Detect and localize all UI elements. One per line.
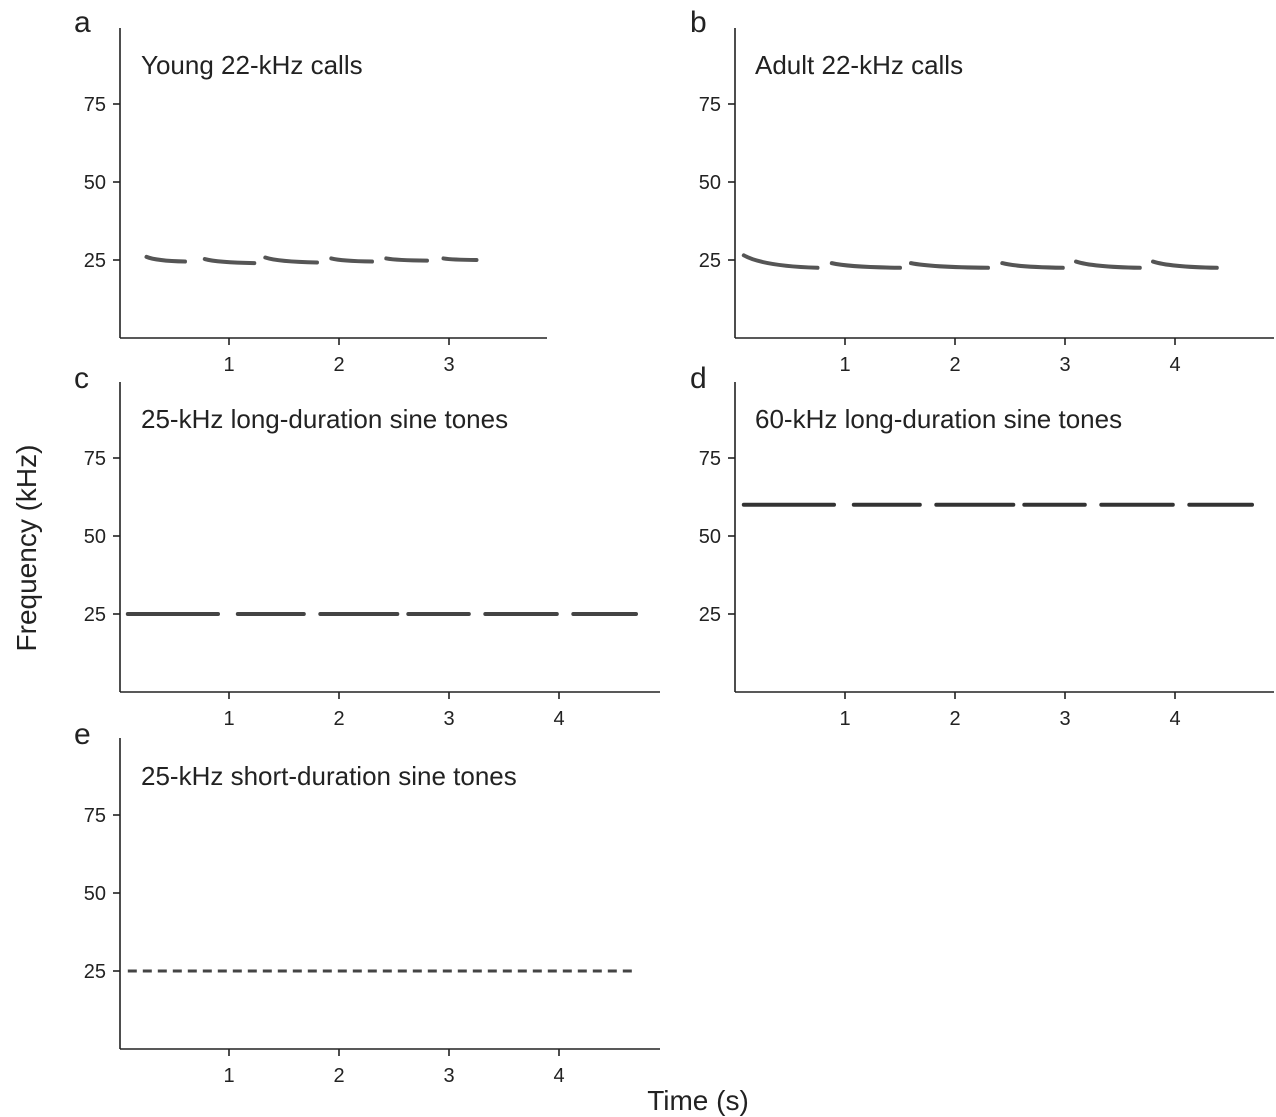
y-tick-label: 50 [84,526,106,548]
axes: 25 50 75 1 2 3 4 [699,382,1274,730]
y-tick-label: 50 [699,526,721,548]
panel-letter: c [74,362,89,395]
panel-c: c 25-kHz long-duration sine tones 25 50 75… [74,362,660,730]
x-tick-label: 3 [443,1065,454,1087]
panel-letter: b [690,6,707,39]
panel-letter: e [74,718,91,751]
y-tick-label: 75 [84,805,106,827]
panel-title: 25-kHz short-duration sine tones [141,761,517,791]
axes: 25 50 75 1 2 3 4 [84,382,660,730]
axes: 25 50 75 1 2 3 [84,28,547,376]
y-tick-label: 75 [699,448,721,470]
y-tick-label: 50 [84,883,106,905]
panel-title: 25-kHz long-duration sine tones [141,404,508,434]
panel-title: Adult 22-kHz calls [755,50,963,80]
y-tick-label: 25 [84,961,106,983]
x-tick-label: 2 [949,708,960,730]
x-tick-label: 2 [333,354,344,376]
y-tick-label: 25 [84,250,106,272]
panel-title: Young 22-kHz calls [141,50,363,80]
x-tick-label: 3 [443,708,454,730]
call-segment [741,253,820,270]
x-tick-label: 2 [333,708,344,730]
y-axis-title: Frequency (kHz) [11,445,42,652]
x-tick-label: 2 [333,1065,344,1087]
call-segment [263,255,319,265]
call-segment [144,254,187,264]
panel-d: d 60-kHz long-duration sine tones 25 50 75… [690,362,1274,730]
x-tick-label: 4 [553,1065,564,1087]
call-segment [202,257,257,266]
call-segment [1000,261,1065,270]
panel-e: e 25-kHz short-duration sine tones 25 50 7… [74,718,660,1087]
y-tick-label: 25 [84,604,106,626]
x-tick-label: 1 [223,708,234,730]
panel-title: 60-kHz long-duration sine tones [755,404,1122,434]
y-tick-label: 50 [699,172,721,194]
y-tick-label: 75 [84,448,106,470]
x-tick-label: 2 [949,354,960,376]
call-segment [829,261,902,270]
y-tick-label: 75 [699,94,721,116]
x-tick-label: 3 [443,354,454,376]
y-tick-label: 25 [699,250,721,272]
call-segments [144,254,479,266]
x-tick-label: 1 [223,354,234,376]
y-tick-label: 75 [84,94,106,116]
axes: 25 50 75 1 2 3 4 [84,738,660,1087]
call-segments [741,253,1219,270]
x-tick-label: 1 [223,1065,234,1087]
x-tick-label: 4 [553,708,564,730]
call-segment [329,256,374,264]
call-segment [909,261,990,270]
panel-b: b Adult 22-kHz calls 25 50 75 1 2 3 4 [690,6,1274,376]
call-segment [1074,259,1142,270]
y-tick-label: 25 [699,604,721,626]
call-segment [384,256,429,263]
x-tick-label: 4 [1169,354,1180,376]
x-tick-label: 3 [1059,708,1070,730]
panel-letter: a [74,6,91,39]
call-segment [1151,259,1219,270]
x-axis-title: Time (s) [647,1085,749,1116]
x-tick-label: 1 [839,354,850,376]
x-tick-label: 3 [1059,354,1070,376]
x-tick-label: 1 [839,708,850,730]
panel-letter: d [690,362,707,395]
y-tick-label: 50 [84,172,106,194]
axes: 25 50 75 1 2 3 4 [699,28,1274,376]
x-tick-label: 4 [1169,708,1180,730]
panel-a: a Young 22-kHz calls 25 50 75 1 2 3 [74,6,547,376]
call-segment [441,256,479,262]
